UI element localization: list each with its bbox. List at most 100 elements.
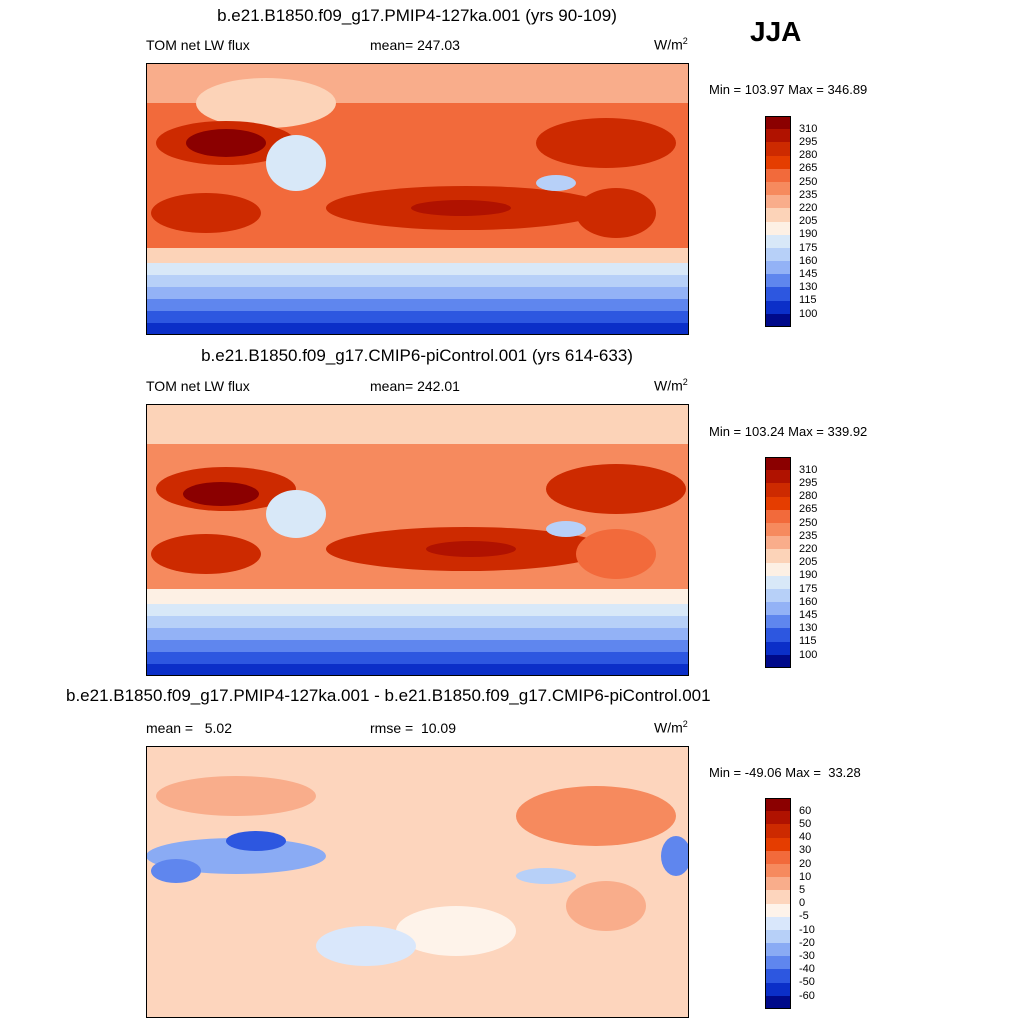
colorbar-swatch xyxy=(765,628,791,642)
colorbar-tick-label: 220 xyxy=(799,542,818,555)
colorbar-tick-label: 130 xyxy=(799,622,818,635)
colorbar-swatch xyxy=(765,602,791,616)
colorbar-swatch xyxy=(765,890,791,904)
colorbar-swatch xyxy=(765,483,791,497)
colorbar-tick-label: 280 xyxy=(799,490,818,503)
colorbar-swatch xyxy=(765,313,791,327)
panel3-units: W/m2 xyxy=(654,719,688,736)
colorbar-tick-label: 5 xyxy=(799,883,806,896)
colorbar-tick-label: 205 xyxy=(799,556,818,569)
colorbar-tick-label: 20 xyxy=(799,857,812,870)
colorbar-tick-label: 145 xyxy=(799,267,818,280)
colorbar-swatch xyxy=(765,811,791,825)
panel2-colorbar: 310 295 280 265 250 235 220 205 190 175 160 145 130 1… xyxy=(765,457,817,669)
colorbar-swatch xyxy=(765,457,791,471)
colorbar-tick-label: 50 xyxy=(799,817,812,830)
colorbar-tick-label: 310 xyxy=(799,122,818,135)
colorbar-swatch xyxy=(765,929,791,944)
panel3-colorbar-segments xyxy=(765,798,791,1009)
colorbar-tick-label: 250 xyxy=(799,516,818,529)
panel3-colorbar: 60 50 40 30 20 10 5 0 -5 -10 -20 -30 -40 -50 -60 xyxy=(765,798,815,1010)
colorbar-tick-label: 295 xyxy=(799,135,818,148)
panel2-units: W/m2 xyxy=(654,377,688,394)
panel1-minmax: Min = 103.97 Max = 346.89 xyxy=(709,82,868,97)
colorbar-swatch xyxy=(765,221,791,235)
colorbar-tick-label: 100 xyxy=(799,307,818,320)
colorbar-swatch xyxy=(765,863,791,878)
colorbar-tick-label: 40 xyxy=(799,831,812,844)
colorbar-swatch xyxy=(765,536,791,550)
panel2-colorbar-segments xyxy=(765,457,791,668)
colorbar-tick-label: 250 xyxy=(799,175,818,188)
colorbar-swatch xyxy=(765,798,791,812)
colorbar-swatch xyxy=(765,155,791,169)
colorbar-tick-label: 160 xyxy=(799,595,818,608)
colorbar-swatch xyxy=(765,824,791,838)
colorbar-tick-label: 295 xyxy=(799,476,818,489)
panel1-colorbar: 310 295 280 265 250 235 220 205 190 175 160 145 130 1… xyxy=(765,116,817,328)
colorbar-swatch xyxy=(765,837,791,851)
colorbar-tick-label: 130 xyxy=(799,281,818,294)
panel3-mean-label: mean = 5.02 xyxy=(146,720,233,736)
colorbar-tick-label: 30 xyxy=(799,844,812,857)
colorbar-swatch xyxy=(765,247,791,262)
colorbar-swatch xyxy=(765,903,791,917)
colorbar-tick-label: 205 xyxy=(799,215,818,228)
colorbar-tick-label: 280 xyxy=(799,149,818,162)
colorbar-tick-label: 265 xyxy=(799,503,818,516)
colorbar-tick-label: 115 xyxy=(799,294,817,307)
colorbar-tick-label: 190 xyxy=(799,228,818,241)
colorbar-tick-label: 10 xyxy=(799,870,812,883)
colorbar-tick-label: -10 xyxy=(799,923,815,936)
colorbar-tick-label: 175 xyxy=(799,241,818,254)
panel3-title: b.e21.B1850.f09_g17.PMIP4-127ka.001 - b.… xyxy=(66,686,711,705)
panel1-variable-label: TOM net LW flux xyxy=(146,37,250,53)
colorbar-tick-label: -50 xyxy=(799,976,815,989)
panel2-map xyxy=(146,404,689,676)
colorbar-swatch xyxy=(765,234,791,248)
panel3-map xyxy=(146,746,689,1018)
colorbar-tick-label: 265 xyxy=(799,162,818,175)
colorbar-swatch xyxy=(765,509,791,523)
colorbar-tick-label: 145 xyxy=(799,608,818,621)
colorbar-swatch xyxy=(765,142,791,156)
colorbar-swatch xyxy=(765,877,791,891)
colorbar-swatch xyxy=(765,496,791,510)
season-label: JJA xyxy=(750,16,802,47)
colorbar-tick-label: 100 xyxy=(799,648,818,661)
colorbar-swatch xyxy=(765,261,791,275)
colorbar-tick-label: 160 xyxy=(799,254,818,267)
panel2-minmax: Min = 103.24 Max = 339.92 xyxy=(709,424,868,439)
colorbar-tick-label: 190 xyxy=(799,569,818,582)
colorbar-swatch xyxy=(765,641,791,655)
panel1-units: W/m2 xyxy=(654,36,688,53)
colorbar-swatch xyxy=(765,995,791,1009)
colorbar-swatch xyxy=(765,208,791,222)
colorbar-swatch xyxy=(765,562,791,576)
colorbar-tick-label: 220 xyxy=(799,201,818,214)
panel3-rmse-label: rmse = 10.09 xyxy=(370,720,456,736)
colorbar-tick-label: -20 xyxy=(799,936,815,949)
colorbar-swatch xyxy=(765,943,791,957)
colorbar-swatch xyxy=(765,654,791,668)
colorbar-swatch xyxy=(765,181,791,196)
panel2-variable-label: TOM net LW flux xyxy=(146,378,250,394)
panel1-colorbar-segments xyxy=(765,116,791,327)
colorbar-swatch xyxy=(765,549,791,563)
colorbar-swatch xyxy=(765,274,791,288)
panel1-map xyxy=(146,63,689,335)
colorbar-swatch xyxy=(765,588,791,603)
colorbar-tick-label: 0 xyxy=(799,897,806,910)
colorbar-swatch xyxy=(765,982,791,996)
colorbar-swatch xyxy=(765,615,791,629)
colorbar-tick-label: 60 xyxy=(799,804,812,817)
colorbar-tick-label: 235 xyxy=(799,529,818,542)
panel3-minmax: Min = -49.06 Max = 33.28 xyxy=(709,765,861,780)
colorbar-swatch xyxy=(765,287,791,301)
colorbar-swatch xyxy=(765,969,791,983)
colorbar-tick-label: 115 xyxy=(799,635,817,648)
colorbar-swatch xyxy=(765,116,791,130)
panel2-mean-label: mean= 242.01 xyxy=(370,378,460,394)
panel1-title: b.e21.B1850.f09_g17.PMIP4-127ka.001 (yrs… xyxy=(217,6,617,25)
panel2-title: b.e21.B1850.f09_g17.CMIP6-piControl.001 … xyxy=(201,346,633,365)
